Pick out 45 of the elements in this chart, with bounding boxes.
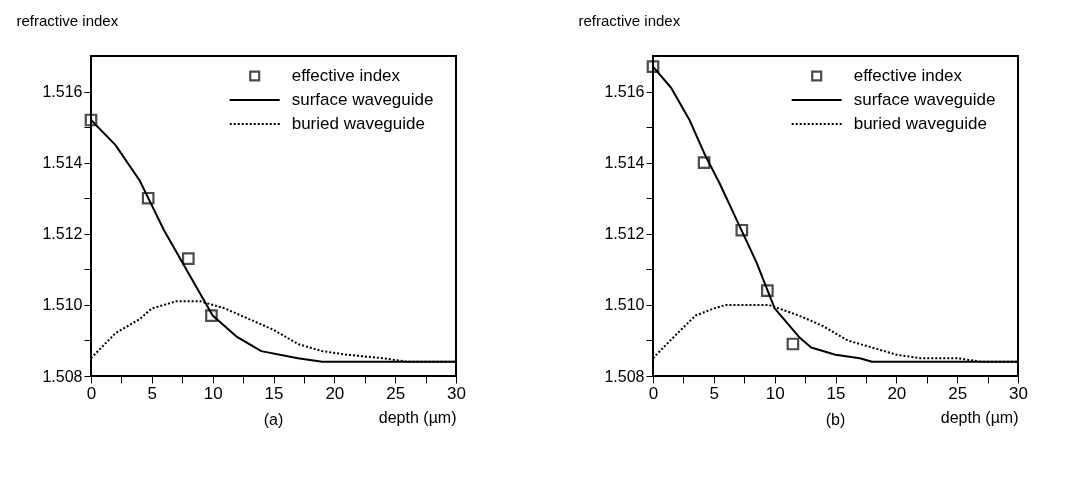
x-tick-label: 0 bbox=[86, 383, 97, 403]
y-tick-label: 1.510 bbox=[42, 296, 83, 314]
y-tick-label: 1.516 bbox=[42, 83, 83, 101]
point bbox=[205, 309, 218, 322]
y-tick-label: 1.508 bbox=[42, 367, 83, 385]
point bbox=[697, 156, 711, 170]
x-tick-label: 30 bbox=[1009, 383, 1028, 403]
x-axis-title: depth (µm) bbox=[940, 408, 1019, 426]
point bbox=[786, 337, 800, 351]
y-tick-label: 1.512 bbox=[42, 225, 83, 243]
x-tick-label: 30 bbox=[447, 383, 466, 403]
x-tick-label: 25 bbox=[948, 383, 968, 403]
point bbox=[735, 223, 749, 237]
x-axis-title: depth (µm) bbox=[378, 408, 457, 426]
point bbox=[646, 60, 660, 74]
y-tick-label: 1.514 bbox=[42, 154, 83, 172]
x-tick-label: 0 bbox=[648, 383, 659, 403]
x-tick-label: 5 bbox=[147, 383, 158, 403]
text: (a) bbox=[263, 411, 284, 428]
y-axis-title: refractive index bbox=[16, 11, 119, 29]
point bbox=[181, 252, 195, 266]
legend-label: surface waveguide bbox=[853, 90, 996, 109]
x-tick-label: 20 bbox=[887, 383, 907, 403]
x-tick-label: 25 bbox=[386, 383, 406, 403]
x-tick-label: 5 bbox=[709, 383, 720, 403]
point bbox=[84, 113, 98, 127]
x-tick-label: 10 bbox=[203, 383, 223, 403]
y-tick-label: 1.510 bbox=[604, 296, 645, 314]
y-axis-title: refractive index bbox=[578, 11, 681, 29]
x-tick-label: 15 bbox=[264, 383, 284, 403]
legend-label: buried waveguide bbox=[853, 114, 987, 133]
x-tick-label: 15 bbox=[826, 383, 846, 403]
x-tick-label: 10 bbox=[765, 383, 785, 403]
legend-label: effective index bbox=[291, 66, 401, 85]
x-tick-label: 20 bbox=[325, 383, 345, 403]
y-tick-label: 1.508 bbox=[604, 367, 645, 385]
y-tick-label: 1.516 bbox=[604, 83, 645, 101]
point bbox=[141, 191, 155, 205]
point bbox=[761, 284, 774, 298]
legend-label: surface waveguide bbox=[291, 90, 434, 109]
legend-label: buried waveguide bbox=[291, 114, 425, 133]
legend-label: effective index bbox=[853, 66, 963, 85]
y-tick-label: 1.514 bbox=[604, 154, 645, 172]
text: (b) bbox=[825, 411, 846, 428]
y-tick-label: 1.512 bbox=[604, 225, 645, 243]
